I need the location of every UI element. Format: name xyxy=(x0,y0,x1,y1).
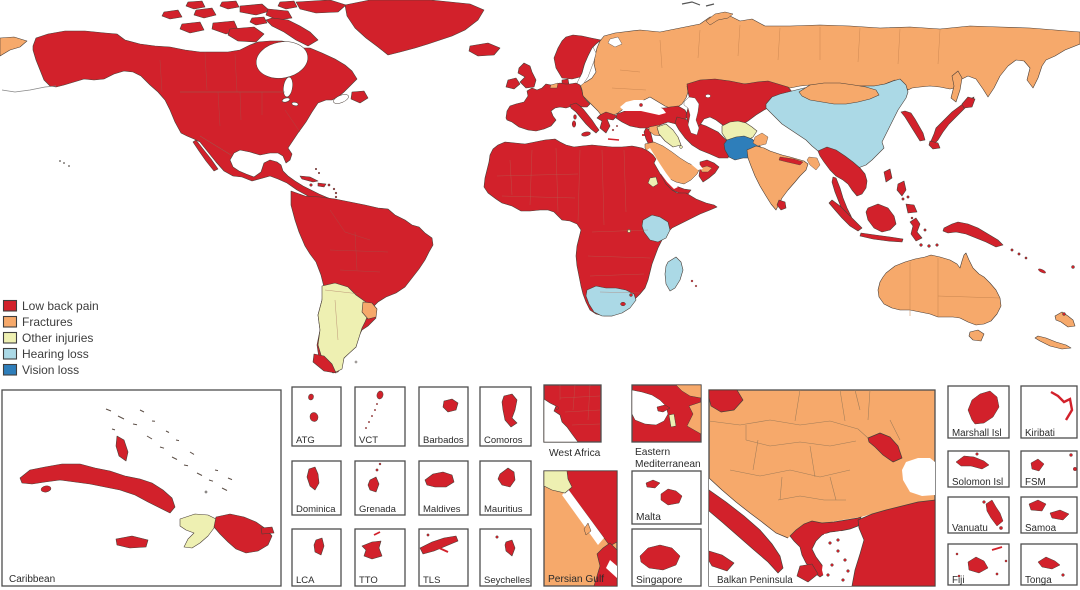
svg-text:Persian Gulf: Persian Gulf xyxy=(548,574,604,585)
svg-text:FSM: FSM xyxy=(1025,477,1046,488)
svg-text:Dominica: Dominica xyxy=(296,504,336,515)
svg-text:Tonga: Tonga xyxy=(1025,575,1052,586)
svg-text:West Africa: West Africa xyxy=(549,448,601,459)
svg-text:ATG: ATG xyxy=(296,435,315,446)
svg-text:Kiribati: Kiribati xyxy=(1025,428,1055,439)
svg-text:Vision loss: Vision loss xyxy=(22,363,79,377)
svg-text:Marshall Isl: Marshall Isl xyxy=(952,428,1002,439)
svg-text:Caribbean: Caribbean xyxy=(9,574,55,585)
svg-text:Mediterranean: Mediterranean xyxy=(635,459,701,470)
svg-text:Samoa: Samoa xyxy=(1025,523,1057,534)
svg-text:Fractures: Fractures xyxy=(22,315,73,329)
svg-text:Other injuries: Other injuries xyxy=(22,331,93,345)
svg-text:LCA: LCA xyxy=(296,575,315,586)
svg-text:Fiji: Fiji xyxy=(952,575,965,586)
svg-text:Balkan Peninsula: Balkan Peninsula xyxy=(717,575,793,586)
svg-text:Seychelles: Seychelles xyxy=(484,575,530,586)
svg-text:Maldives: Maldives xyxy=(423,504,461,515)
svg-text:VCT: VCT xyxy=(359,435,378,446)
svg-text:Low back pain: Low back pain xyxy=(22,299,99,313)
svg-text:Mauritius: Mauritius xyxy=(484,504,523,515)
svg-text:TLS: TLS xyxy=(423,575,440,586)
svg-text:TTO: TTO xyxy=(359,575,378,586)
svg-text:Eastern: Eastern xyxy=(635,447,670,458)
svg-text:Comoros: Comoros xyxy=(484,435,523,446)
svg-text:Malta: Malta xyxy=(636,512,661,523)
svg-text:Singapore: Singapore xyxy=(636,575,683,586)
svg-text:Barbados: Barbados xyxy=(423,435,464,446)
svg-text:Grenada: Grenada xyxy=(359,504,397,515)
svg-text:Hearing loss: Hearing loss xyxy=(22,347,89,361)
svg-text:Vanuatu: Vanuatu xyxy=(952,523,988,534)
svg-text:Solomon Isl: Solomon Isl xyxy=(952,477,1003,488)
